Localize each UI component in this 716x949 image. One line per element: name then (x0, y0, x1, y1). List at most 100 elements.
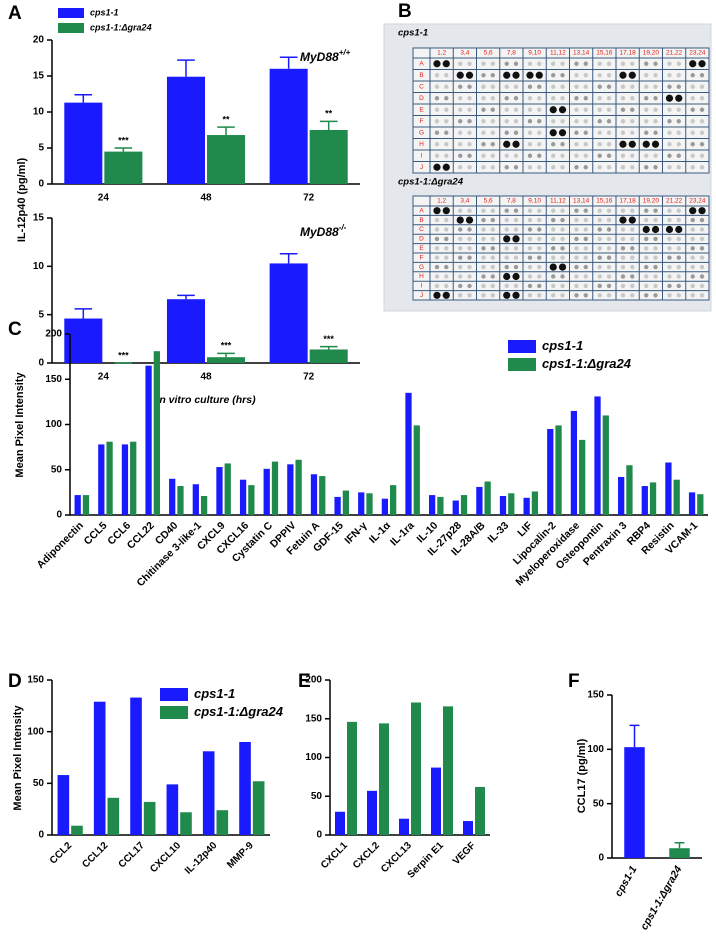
blot-dot (458, 130, 463, 135)
bar (665, 462, 672, 515)
bar (202, 751, 215, 835)
bar (347, 721, 357, 835)
blot-dot (699, 153, 705, 158)
blot-dot (481, 217, 486, 223)
blot-dot (535, 71, 543, 79)
blot-dot (676, 130, 681, 135)
y-tick-label: 0 (56, 510, 62, 521)
blot-dot (481, 107, 486, 112)
blot-dot (458, 165, 463, 170)
blot-dot (537, 142, 542, 147)
error-bar (177, 294, 195, 300)
blot-dot (560, 255, 565, 260)
bar (531, 491, 539, 515)
blot-dot (574, 274, 579, 279)
blot-dot (667, 246, 672, 251)
blot-row-label: I (421, 283, 423, 290)
blot-dot (606, 119, 612, 124)
blot-dot (537, 255, 542, 260)
blot-dot (513, 264, 519, 270)
y-axis-label: CCL17 (pg/ml) (576, 738, 588, 813)
y-tick-label: 150 (305, 713, 322, 724)
blot-dot (630, 84, 635, 89)
blot-dot (551, 61, 556, 66)
blot-dot (667, 107, 672, 112)
blot-dot (597, 119, 602, 124)
blot-dot (606, 274, 612, 279)
blot-dot (690, 255, 695, 260)
blot-row-label: E (419, 245, 424, 252)
blot-dot (442, 291, 450, 299)
blot-dot (653, 119, 658, 124)
blot-dot (606, 165, 612, 170)
blot-dot (642, 225, 650, 234)
blot-dot (490, 142, 495, 147)
annotation: MyD88-/- (300, 223, 347, 239)
blot-dot (558, 263, 567, 271)
blot-dot (481, 165, 486, 170)
bar (342, 490, 350, 515)
legend-label: cps1-1:Δgra24 (90, 22, 152, 32)
x-tick-label: CCL2 (48, 840, 75, 867)
blot-dot (644, 217, 649, 223)
blot-dot (513, 119, 519, 124)
blot-dot (503, 291, 511, 299)
blot-dot (644, 96, 649, 101)
blot-dot (583, 274, 588, 279)
bar (476, 486, 483, 515)
blot-column-label: 19,20 (643, 198, 660, 205)
blot-dot (490, 264, 495, 270)
bar (192, 484, 199, 515)
bar (130, 697, 142, 835)
bar (207, 135, 246, 184)
blot-dot (574, 142, 579, 147)
blot-row-label: F (420, 118, 424, 125)
blot-dot (537, 246, 542, 251)
blot-dot (690, 130, 695, 135)
bar (98, 444, 105, 515)
blot-dot (644, 84, 649, 89)
bar (169, 478, 176, 515)
blot-row-label: D (419, 95, 424, 102)
blot-dot (630, 165, 635, 170)
blot-dot (444, 119, 449, 124)
panel-label: E (298, 671, 311, 692)
bar (405, 392, 412, 515)
blot-dot (574, 255, 579, 260)
blot-dot (690, 264, 695, 270)
blot-dot (490, 119, 495, 124)
blot-dot (527, 283, 533, 289)
blot-dot (583, 142, 588, 147)
blot-dot (560, 165, 565, 170)
blot-dot (458, 227, 463, 232)
significance-label: *** (118, 135, 129, 145)
blot-dot (467, 96, 472, 101)
x-tick-label: cps1-1 (612, 864, 639, 899)
blot-dot (665, 94, 674, 102)
bar (166, 76, 205, 184)
blot-dot (551, 119, 556, 124)
blot-dot (549, 129, 557, 137)
error-bar (177, 59, 195, 77)
blot-dot (504, 208, 509, 213)
blot-dot (504, 96, 509, 101)
blot-dot (527, 227, 533, 232)
blot-column-label: 23,24 (689, 198, 706, 205)
blot-dot (504, 119, 509, 124)
blot-dot (537, 283, 542, 289)
bar (428, 495, 436, 515)
blot-dot (434, 246, 440, 251)
blot-column-label: 21,22 (666, 198, 683, 205)
bar (310, 474, 318, 515)
blot-dot (481, 293, 486, 298)
bar (570, 410, 578, 515)
blot-dot (467, 153, 472, 158)
blot-dot (527, 246, 533, 251)
blot-dot (644, 274, 649, 279)
blot-dot (667, 283, 672, 289)
panel-label: F (568, 671, 580, 692)
blot-dot (667, 255, 672, 260)
blot-dot (583, 96, 588, 101)
blot-dot (630, 236, 635, 242)
x-tick-label: IL-33 (485, 519, 511, 545)
